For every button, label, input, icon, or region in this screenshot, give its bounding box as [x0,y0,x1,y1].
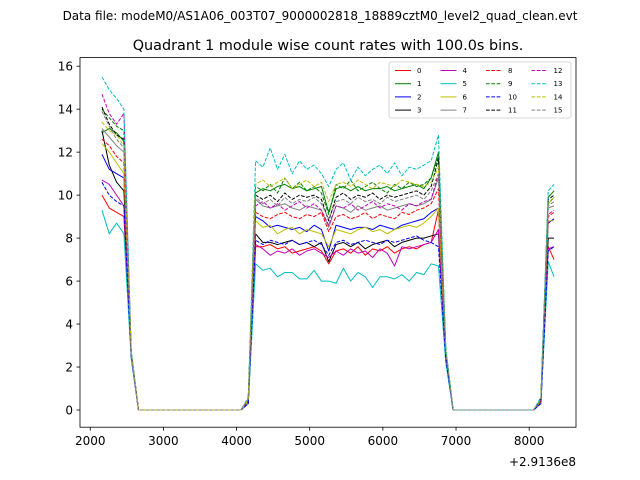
chart-title: Quadrant 1 module wise count rates with … [133,38,524,54]
legend-label-0: 0 [417,67,421,75]
x-tick-label: 6000 [368,434,399,448]
legend-label-4: 4 [463,67,468,75]
legend-label-2: 2 [417,93,421,101]
y-tick-label: 6 [65,274,73,288]
y-tick-label: 2 [65,360,73,374]
legend-label-9: 9 [508,80,512,88]
series-line-15 [101,111,555,411]
x-axis-offset-label: +2.9136e8 [509,455,576,469]
y-tick-label: 16 [58,59,73,73]
y-tick-label: 0 [65,403,73,417]
y-tick-label: 8 [65,231,73,245]
suptitle: Data file: modeM0/AS1A06_003T07_90000028… [63,9,578,23]
y-tick-label: 14 [58,102,73,116]
axes-frame [79,57,577,428]
legend-label-15: 15 [554,107,563,115]
series-layer [101,76,555,411]
x-tick-label: 7000 [441,434,472,448]
y-tick-label: 4 [65,317,73,331]
x-tick-label: 5000 [294,434,325,448]
y-axis: 0 2 4 6 8 10 12 14 16 [58,59,80,417]
legend-label-8: 8 [508,67,512,75]
x-tick-label: 4000 [221,434,252,448]
x-tick-label: 3000 [148,434,179,448]
legend-label-13: 13 [554,80,563,88]
legend-label-14: 14 [554,93,563,101]
y-tick-label: 12 [58,145,73,159]
x-tick-label: 2000 [75,434,106,448]
legend-label-10: 10 [508,93,517,101]
legend-label-3: 3 [417,107,421,115]
legend-frame [388,61,572,119]
x-axis: 2000 3000 4000 5000 6000 7000 8000 [75,427,544,448]
legend-label-1: 1 [417,80,421,88]
legend-label-12: 12 [554,67,563,75]
legend-label-6: 6 [463,93,468,101]
legend-label-11: 11 [508,107,517,115]
legend-label-5: 5 [463,80,467,88]
legend-label-7: 7 [463,107,467,115]
x-tick-label: 8000 [514,434,545,448]
y-tick-label: 10 [58,188,73,202]
